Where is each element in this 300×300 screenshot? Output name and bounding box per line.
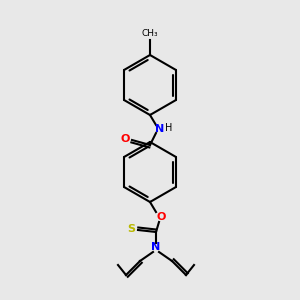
Text: O: O	[156, 212, 166, 222]
Text: CH₃: CH₃	[142, 29, 158, 38]
Text: S: S	[127, 224, 135, 234]
Text: H: H	[165, 123, 173, 133]
Text: N: N	[155, 124, 165, 134]
Text: O: O	[120, 134, 130, 144]
Text: N: N	[152, 242, 160, 252]
